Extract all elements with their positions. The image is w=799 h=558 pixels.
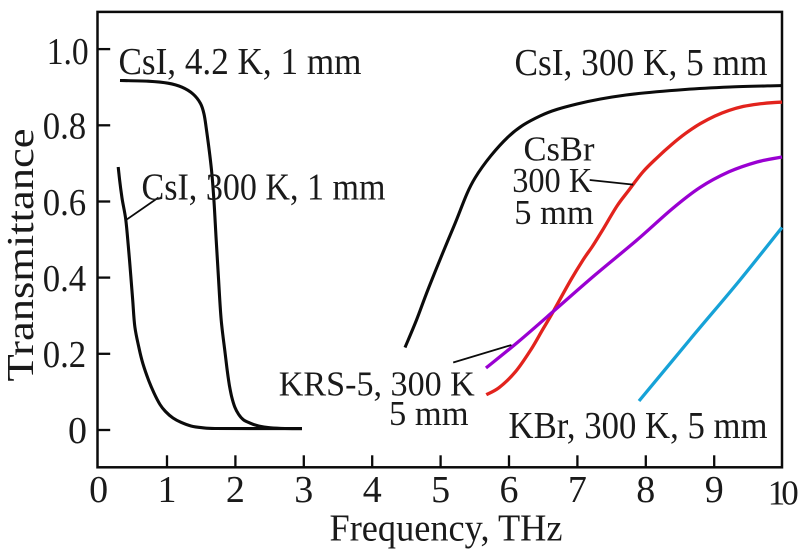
svg-text:KRS-5, 300 K: KRS-5, 300 K [279,365,475,403]
svg-text:9: 9 [705,469,724,511]
svg-text:Transmittance: Transmittance [0,129,42,382]
svg-text:CsBr: CsBr [524,131,595,169]
svg-text:2: 2 [226,469,245,511]
svg-text:0: 0 [89,469,108,511]
svg-text:CsI, 300 K, 5 mm: CsI, 300 K, 5 mm [515,42,768,84]
svg-text:Frequency, THz: Frequency, THz [330,507,563,549]
svg-text:300 K: 300 K [512,162,592,200]
svg-text:5 mm: 5 mm [389,395,469,433]
svg-text:0: 0 [68,410,87,452]
svg-text:5 mm: 5 mm [514,194,594,232]
svg-text:1: 1 [158,469,177,511]
svg-text:1.0: 1.0 [47,31,89,73]
svg-text:3: 3 [294,469,313,511]
svg-text:0.6: 0.6 [43,182,87,224]
svg-text:5: 5 [431,469,450,511]
svg-text:0.8: 0.8 [43,106,87,148]
svg-text:0.2: 0.2 [43,334,87,376]
svg-text:10: 10 [768,473,799,512]
svg-text:CsI, 300 K, 1 mm: CsI, 300 K, 1 mm [142,166,386,208]
svg-text:CsI, 4.2 K, 1 mm: CsI, 4.2 K, 1 mm [119,41,362,83]
svg-text:6: 6 [500,469,519,511]
svg-text:7: 7 [568,469,587,511]
svg-text:8: 8 [636,469,655,511]
svg-text:4: 4 [363,469,382,511]
svg-text:KBr, 300 K, 5 mm: KBr, 300 K, 5 mm [509,405,768,447]
svg-text:0.4: 0.4 [43,258,87,300]
